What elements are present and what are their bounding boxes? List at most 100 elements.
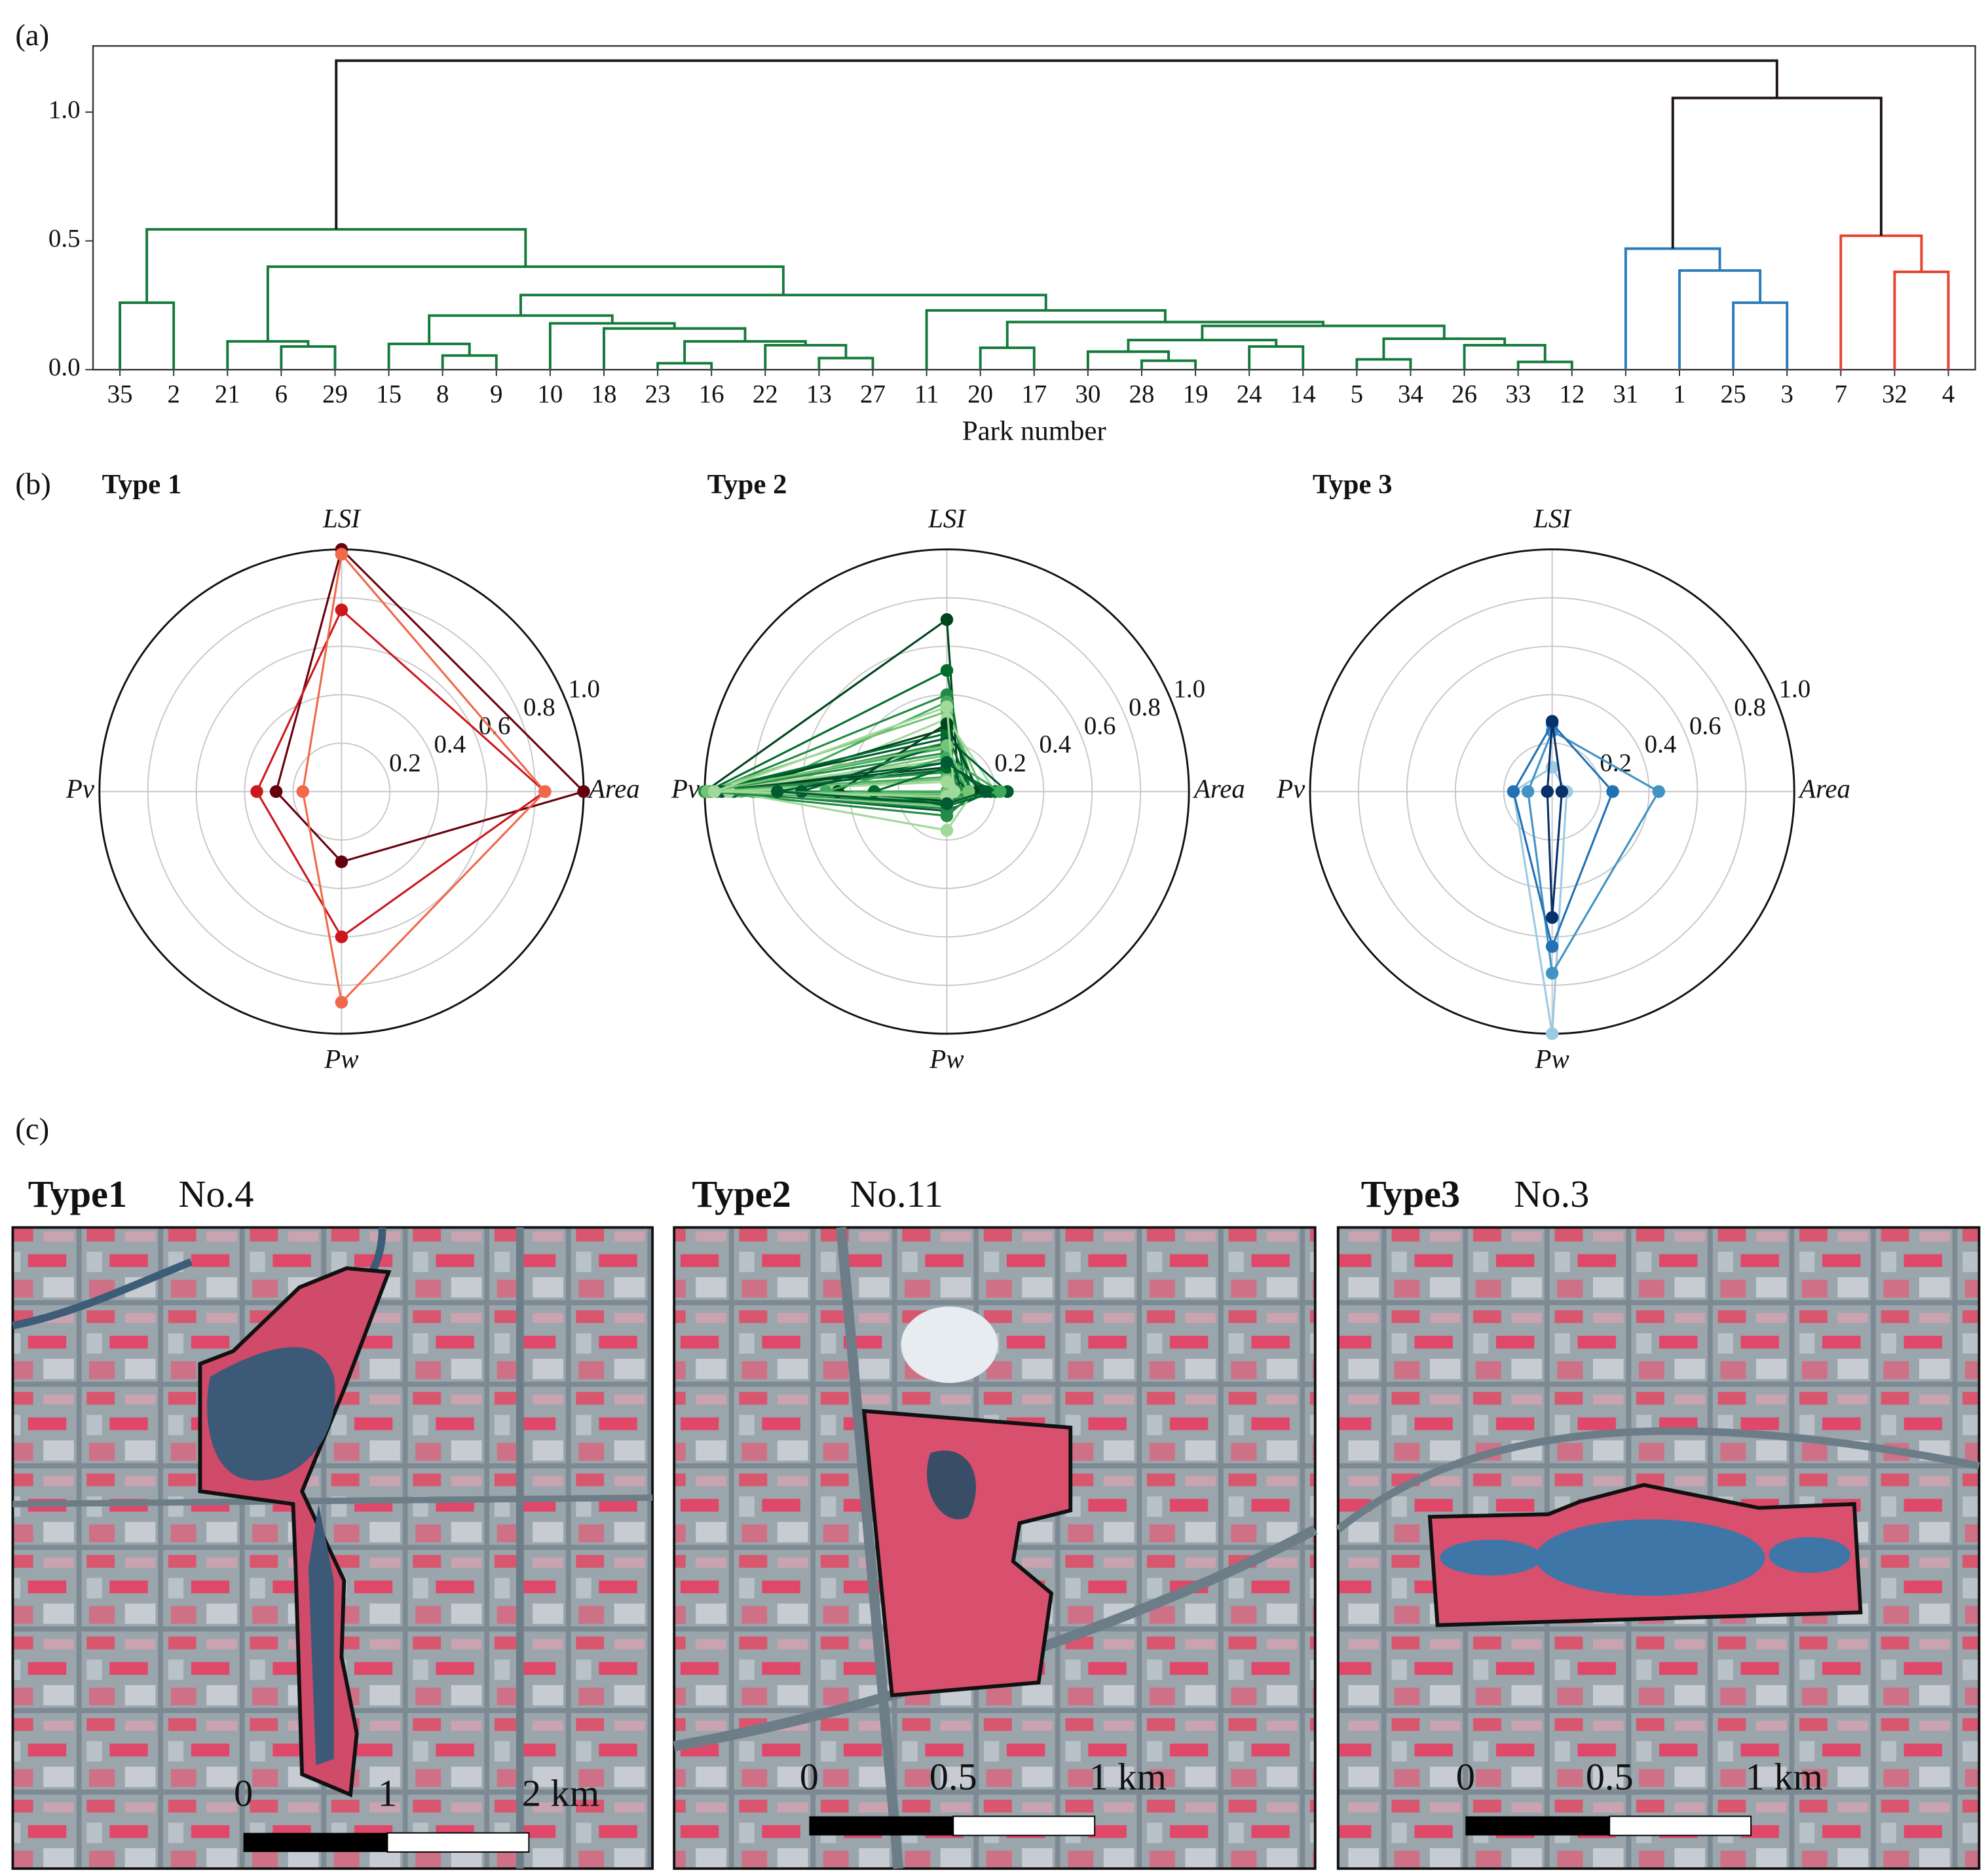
series-point xyxy=(1545,940,1559,953)
scale-label: 1 km xyxy=(1746,1755,1823,1798)
leaf-label: 33 xyxy=(1505,380,1531,408)
leaf-label: 18 xyxy=(591,380,617,408)
series-point xyxy=(940,717,954,730)
leaf-label: 26 xyxy=(1452,380,1477,408)
leaf-label: 30 xyxy=(1075,380,1100,408)
leaf-label: 13 xyxy=(806,380,832,408)
scale-bar xyxy=(386,1832,530,1853)
series-point xyxy=(707,785,721,798)
series-point xyxy=(577,785,590,798)
dendrogram-link xyxy=(266,265,785,342)
series-point xyxy=(940,613,954,626)
map-park: No.11 xyxy=(850,1173,943,1215)
series-point xyxy=(867,785,881,798)
scale-label: 0 xyxy=(800,1755,819,1798)
stadium xyxy=(901,1306,998,1383)
r-tick-label: 0.2 xyxy=(994,749,1026,777)
map-2: Type2 No.11 0 0.5 1 km xyxy=(673,1173,1318,1870)
leaf-label: 32 xyxy=(1882,380,1907,408)
axis-label: Pw xyxy=(929,1044,964,1074)
r-tick-label: 0.6 xyxy=(1084,711,1116,740)
dendrogram-link xyxy=(1893,270,1950,370)
leaf-label: 14 xyxy=(1290,380,1316,408)
series-point xyxy=(940,664,954,677)
dendrogram-link xyxy=(387,343,471,370)
series-point xyxy=(994,785,1007,798)
dendrogram-link xyxy=(280,345,337,370)
dendrogram-link xyxy=(656,362,713,370)
series-point xyxy=(538,785,552,798)
axis-label: LSI xyxy=(928,504,967,533)
leaf-label: 29 xyxy=(322,380,348,408)
dendrogram-link xyxy=(1678,269,1762,370)
leaf-label: 10 xyxy=(537,380,563,408)
r-tick-label: 0.4 xyxy=(434,730,466,759)
dendrogram-link xyxy=(519,294,1047,316)
axis-label: LSI xyxy=(322,504,362,533)
series-point xyxy=(940,756,954,769)
series-point xyxy=(1606,785,1619,798)
dendrogram-link xyxy=(428,314,614,344)
dendrogram-link xyxy=(1671,96,1883,249)
r-tick-label: 0.4 xyxy=(1040,730,1072,759)
panel-label: (b) xyxy=(15,467,50,501)
series-point xyxy=(335,930,348,943)
series-point xyxy=(1541,785,1554,798)
map-1: Type1 No.4 0 1 2 km xyxy=(11,1173,654,1870)
r-tick-label: 0.6 xyxy=(479,711,511,740)
leaf-label: 15 xyxy=(376,380,402,408)
leaf-label: 34 xyxy=(1398,380,1423,408)
dendrogram-link xyxy=(1355,358,1412,370)
scale-bar xyxy=(1609,1815,1752,1836)
scale-label: 0.5 xyxy=(1586,1755,1634,1798)
series-point xyxy=(1545,715,1559,728)
leaf-label: 31 xyxy=(1613,380,1638,408)
series-point xyxy=(250,785,263,798)
chart-title: Type 3 xyxy=(1313,469,1393,500)
leaf-label: 23 xyxy=(645,380,671,408)
axis-label: Area xyxy=(1192,774,1245,804)
dendrogram-link xyxy=(1732,301,1789,370)
leaf-label: 27 xyxy=(860,380,886,408)
series-point xyxy=(979,785,992,798)
leaf-label: 6 xyxy=(275,380,288,408)
series-point xyxy=(771,785,784,798)
leaf-label: 22 xyxy=(753,380,778,408)
r-tick-label: 0.6 xyxy=(1689,711,1721,740)
r-tick-label: 0.2 xyxy=(389,749,421,777)
dendrogram-link xyxy=(441,354,498,370)
scale-label: 1 km xyxy=(1089,1755,1167,1798)
dendrogram-link xyxy=(548,322,676,370)
leaf-label: 1 xyxy=(1673,380,1685,408)
series-point xyxy=(1521,785,1535,798)
dendrogram-link xyxy=(979,346,1036,370)
scale-bar xyxy=(243,1832,388,1852)
y-tick-label: 0.5 xyxy=(48,225,81,253)
axis-label: Pw xyxy=(324,1044,358,1074)
r-tick-label: 0.8 xyxy=(523,693,555,721)
r-tick-label: 0.4 xyxy=(1645,730,1677,759)
series-point xyxy=(335,603,348,616)
leaf-label: 21 xyxy=(215,380,240,408)
dendrogram-link xyxy=(119,301,176,370)
panel-label: (c) xyxy=(15,1112,49,1146)
dendrogram-link xyxy=(1382,337,1507,360)
scale-label: 0 xyxy=(234,1772,253,1815)
leaf-label: 11 xyxy=(914,380,939,408)
scale-label: 2 km xyxy=(522,1772,599,1815)
leaf-label: 12 xyxy=(1559,380,1585,408)
dendrogram-link xyxy=(1516,360,1573,370)
scale-label: 1 xyxy=(378,1772,397,1815)
dendrogram-link xyxy=(1839,234,1923,370)
dendrogram-link xyxy=(1140,359,1197,370)
r-tick-label: 1.0 xyxy=(1173,675,1205,703)
series-point xyxy=(335,996,348,1009)
leaf-label: 9 xyxy=(490,380,502,408)
series-point xyxy=(1507,785,1520,798)
scale-label: 0 xyxy=(1456,1755,1475,1798)
leaf-label: 20 xyxy=(967,380,993,408)
water xyxy=(1440,1540,1543,1576)
leaf-label: 28 xyxy=(1129,380,1155,408)
leaf-label: 5 xyxy=(1351,380,1363,408)
